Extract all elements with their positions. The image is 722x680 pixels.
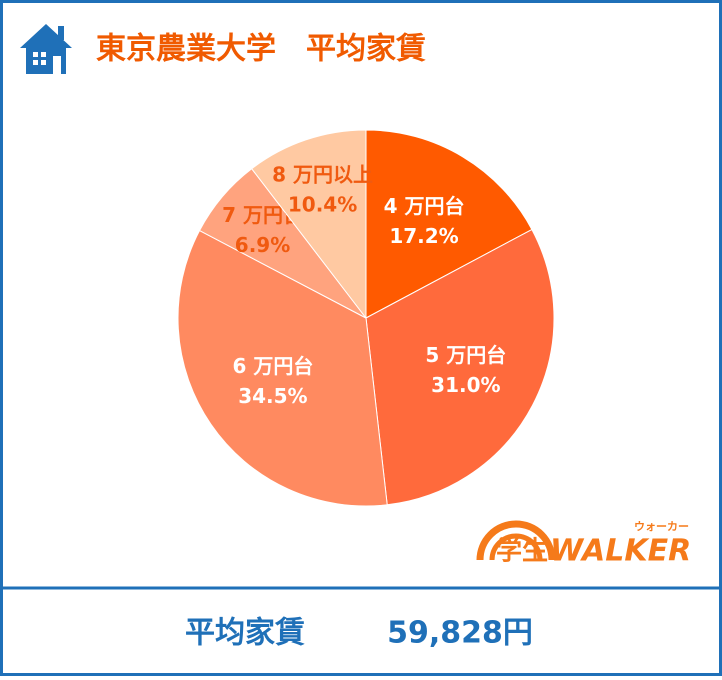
pie-slice [251, 129, 367, 320]
pie-slice [177, 229, 388, 507]
house-icon [20, 24, 72, 74]
logo-text: 学生 [496, 536, 548, 567]
logo: 学生 WALKER ウォーカー [476, 520, 691, 569]
slice-label: 4 万円台 [384, 194, 465, 218]
value-label: 10.4% [288, 192, 357, 216]
chart-title: 東京農業大学 平均家賃 [96, 32, 426, 67]
value-label: 34.5% [238, 384, 307, 408]
slice-label: 5 万円台 [425, 343, 506, 367]
slice-label: 8 万円以上 [272, 162, 373, 186]
footer-label: 平均家賃 [185, 616, 305, 651]
logo-ruby: ウォーカー [634, 520, 689, 533]
value-label: 6.9% [235, 233, 290, 257]
footer-value: 59,828円 [387, 616, 533, 651]
value-label: 17.2% [389, 224, 458, 248]
value-label: 31.0% [431, 373, 500, 397]
pie-slice [365, 129, 533, 319]
pie-slice [365, 228, 555, 506]
slice-label: 6 万円台 [232, 354, 313, 378]
logo-brand: WALKER [550, 534, 691, 569]
